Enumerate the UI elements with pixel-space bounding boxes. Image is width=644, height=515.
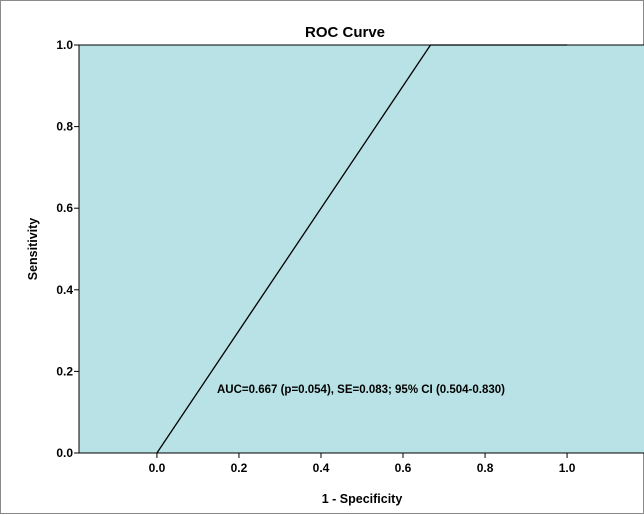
x-axis-label: 1 - Specificity [322,492,403,506]
x-axis: 0.0 0.2 0.4 0.6 0.8 1.0 [149,453,576,475]
y-tick-label: 0.0 [56,446,73,460]
roc-curve-line [156,44,568,454]
y-tick-label: 0.8 [56,120,73,134]
y-tick-label: 0.6 [56,201,73,215]
x-tick-label: 0.4 [313,461,330,475]
x-tick-label: 0.0 [149,461,166,475]
chart-title: ROC Curve [305,24,385,41]
x-tick-label: 0.6 [395,461,412,475]
y-axis: 0.0 0.2 0.4 0.6 0.8 1.0 [56,38,79,460]
y-axis-label: Sensitivity [26,218,40,281]
x-tick-label: 0.8 [477,461,494,475]
plot-area [78,44,644,454]
x-tick-label: 0.2 [231,461,248,475]
y-tick-label: 1.0 [56,38,73,52]
y-tick-label: 0.2 [56,364,73,378]
y-tick-label: 0.4 [56,283,73,297]
x-tick-label: 1.0 [559,461,576,475]
auc-annotation: AUC=0.667 (p=0.054), SE=0.083; 95% CI (0… [217,384,505,396]
